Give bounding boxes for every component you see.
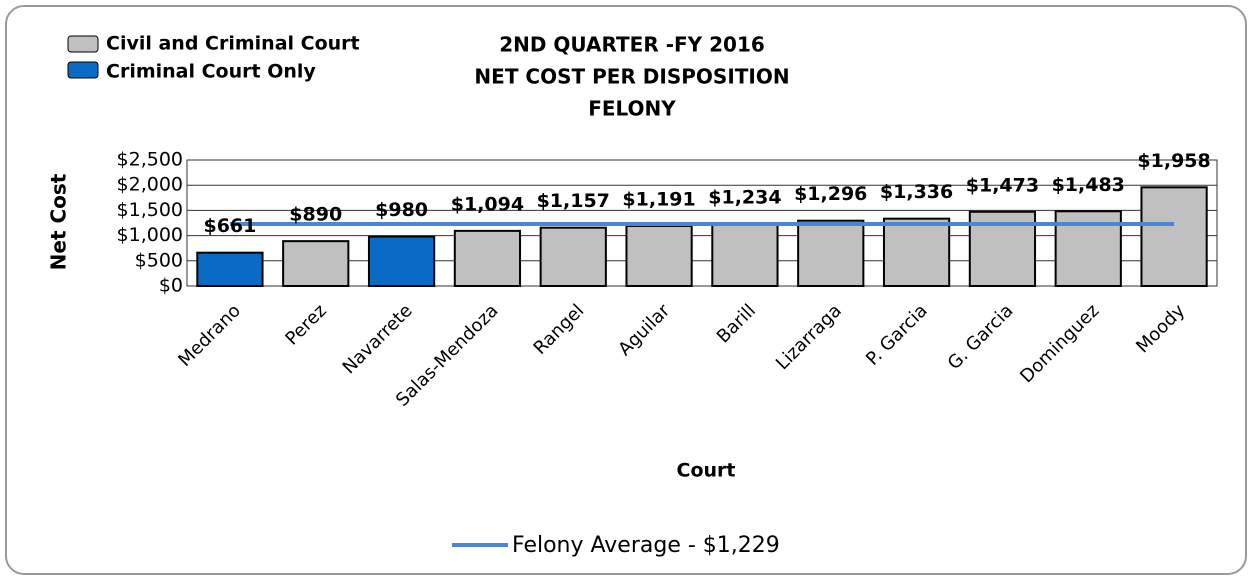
y-tick-label: $1,500 xyxy=(117,199,183,221)
bar xyxy=(282,240,350,287)
value-label: $1,483 xyxy=(1052,174,1125,196)
bar xyxy=(367,235,436,287)
bar xyxy=(539,226,607,287)
title-line: NET COST PER DISPOSITION xyxy=(474,65,789,89)
value-label: $1,234 xyxy=(708,186,781,208)
value-label: $1,296 xyxy=(794,183,867,205)
y-tick-label: $1,000 xyxy=(117,224,183,246)
bar xyxy=(625,224,693,288)
value-label: $1,191 xyxy=(622,188,695,210)
legend-swatch xyxy=(67,35,99,53)
value-label: $980 xyxy=(375,199,428,221)
plot-border xyxy=(186,159,1218,287)
y-tick-label: $2,500 xyxy=(117,149,183,171)
legend-label: Civil and Criminal Court xyxy=(106,33,360,55)
value-label: $661 xyxy=(203,215,256,237)
title-line: FELONY xyxy=(588,97,676,121)
y-axis-label: Net Cost xyxy=(47,173,71,270)
value-label: $1,094 xyxy=(451,193,524,215)
bar xyxy=(1140,186,1208,287)
bar xyxy=(711,222,779,287)
y-tick-label: $2,000 xyxy=(117,174,183,196)
bar xyxy=(882,217,951,287)
value-label: $1,157 xyxy=(537,190,610,212)
value-label: $1,473 xyxy=(966,174,1039,196)
chart-frame xyxy=(5,5,1247,575)
legend-label: Felony Average - $1,229 xyxy=(512,533,780,558)
bar xyxy=(453,229,522,287)
legend-swatch xyxy=(67,61,99,79)
title-line: 2ND QUARTER -FY 2016 xyxy=(499,33,765,57)
value-label: $1,958 xyxy=(1137,150,1210,172)
value-label: $1,336 xyxy=(880,181,953,203)
y-tick-label: $500 xyxy=(135,249,183,271)
bar xyxy=(797,219,865,287)
value-label: $890 xyxy=(289,204,342,226)
chart-title: 2ND QUARTER -FY 2016 NET COST PER DISPOSI… xyxy=(474,33,789,121)
legend-label: Criminal Court Only xyxy=(106,61,316,83)
bar xyxy=(196,251,264,287)
x-axis-label: Court xyxy=(677,460,736,482)
y-tick-label: $0 xyxy=(159,275,183,297)
